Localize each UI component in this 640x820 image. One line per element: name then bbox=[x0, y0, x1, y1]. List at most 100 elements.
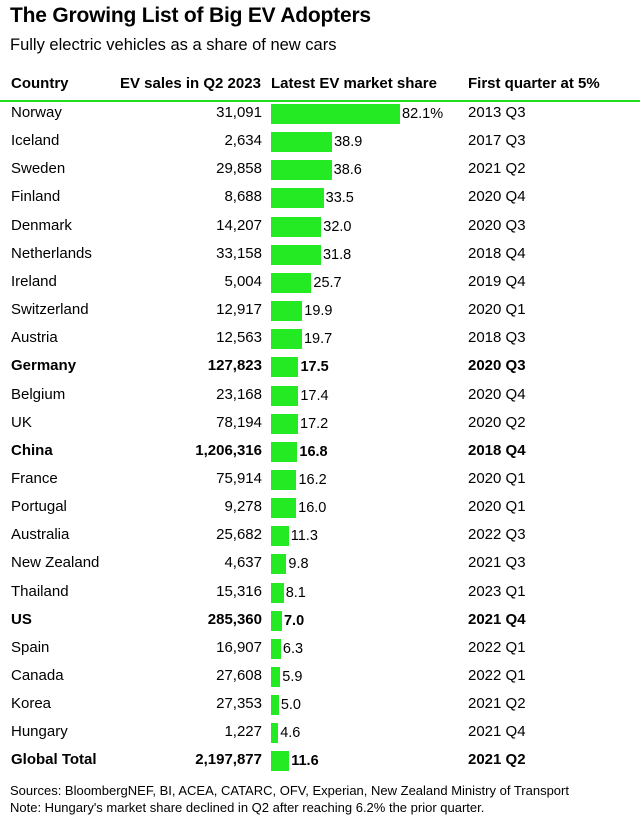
ev-sales: 29,858 bbox=[216, 160, 262, 178]
ev-sales: 12,917 bbox=[216, 301, 262, 319]
header-share: Latest EV market share bbox=[271, 75, 437, 92]
chart-title: The Growing List of Big EV Adopters bbox=[10, 4, 371, 27]
first-quarter-at-5pct: 2023 Q1 bbox=[468, 582, 526, 600]
share-bar bbox=[271, 188, 324, 209]
ev-sales: 16,907 bbox=[216, 638, 262, 656]
country-name: Finland bbox=[11, 188, 61, 206]
table-row: Austria 12,563 19.7 2018 Q3 bbox=[0, 325, 640, 353]
ev-sales: 12,563 bbox=[216, 329, 262, 347]
table-row: Denmark 14,207 32.0 2020 Q3 bbox=[0, 213, 640, 241]
ev-sales: 1,227 bbox=[224, 723, 262, 741]
country-name: Austria bbox=[11, 329, 58, 347]
ev-sales: 27,353 bbox=[216, 695, 262, 713]
country-name: France bbox=[11, 469, 58, 487]
ev-sales: 9,278 bbox=[224, 498, 262, 516]
table-row: Switzerland 12,917 19.9 2020 Q1 bbox=[0, 297, 640, 325]
ev-sales: 33,158 bbox=[216, 244, 262, 262]
header-country: Country bbox=[11, 75, 69, 92]
first-quarter-at-5pct: 2020 Q3 bbox=[468, 357, 526, 375]
table-row: Sweden 29,858 38.6 2021 Q2 bbox=[0, 156, 640, 184]
first-quarter-at-5pct: 2018 Q4 bbox=[468, 441, 526, 459]
first-quarter-at-5pct: 2021 Q2 bbox=[468, 751, 526, 769]
share-bar bbox=[271, 244, 321, 265]
country-name: Switzerland bbox=[11, 301, 89, 319]
share-bar bbox=[271, 526, 289, 547]
first-quarter-at-5pct: 2018 Q3 bbox=[468, 329, 526, 347]
first-quarter-at-5pct: 2020 Q3 bbox=[468, 216, 526, 234]
share-bar bbox=[271, 582, 284, 603]
share-label: 38.9 bbox=[334, 134, 363, 151]
country-name: Spain bbox=[11, 638, 50, 656]
first-quarter-at-5pct: 2021 Q3 bbox=[468, 554, 526, 572]
ev-sales: 15,316 bbox=[216, 582, 262, 600]
share-bar bbox=[271, 667, 281, 687]
share-label: 7.0 bbox=[283, 612, 305, 629]
share-label: 8.1 bbox=[285, 584, 306, 601]
share-bar bbox=[271, 554, 287, 575]
first-quarter-at-5pct: 2019 Q4 bbox=[468, 272, 526, 290]
country-name: Ireland bbox=[11, 272, 57, 290]
share-bar bbox=[271, 723, 279, 744]
table-row: US 285,360 7.0 2021 Q4 bbox=[0, 607, 640, 635]
first-quarter-at-5pct: 2022 Q1 bbox=[468, 667, 526, 684]
share-bar bbox=[271, 301, 303, 322]
first-quarter-at-5pct: 2020 Q4 bbox=[468, 385, 526, 403]
table-row: UK 78,194 17.2 2020 Q2 bbox=[0, 410, 640, 438]
ev-sales: 2,197,877 bbox=[195, 751, 262, 769]
header-sales: EV sales in Q2 2023 bbox=[120, 75, 261, 92]
table-row: Belgium 23,168 17.4 2020 Q4 bbox=[0, 382, 640, 410]
share-bar bbox=[271, 610, 282, 631]
country-name: Hungary bbox=[11, 723, 68, 741]
country-name: UK bbox=[11, 413, 32, 431]
country-name: Netherlands bbox=[11, 244, 92, 262]
first-quarter-at-5pct: 2021 Q4 bbox=[468, 723, 526, 741]
share-bar bbox=[271, 357, 299, 378]
country-name: Thailand bbox=[11, 582, 69, 600]
country-name: Korea bbox=[11, 695, 52, 713]
share-bar bbox=[271, 385, 299, 406]
table-row: Iceland 2,634 38.9 2017 Q3 bbox=[0, 128, 640, 156]
table-row: Thailand 15,316 8.1 2023 Q1 bbox=[0, 579, 640, 607]
share-label: 19.9 bbox=[304, 303, 333, 320]
ev-sales: 78,194 bbox=[216, 413, 262, 431]
first-quarter-at-5pct: 2018 Q4 bbox=[468, 244, 526, 262]
share-label: 4.6 bbox=[280, 725, 301, 742]
ev-sales: 8,688 bbox=[224, 188, 262, 206]
table-row: Global Total 2,197,877 11.6 2021 Q2 bbox=[0, 747, 640, 775]
country-name: Australia bbox=[11, 526, 70, 544]
ev-sales: 127,823 bbox=[207, 357, 262, 375]
ev-sales: 31,091 bbox=[216, 104, 262, 121]
table-row: China 1,206,316 16.8 2018 Q4 bbox=[0, 438, 640, 466]
table-row: Spain 16,907 6.3 2022 Q1 bbox=[0, 635, 640, 663]
table-row: Australia 25,682 11.3 2022 Q3 bbox=[0, 522, 640, 550]
footer: Sources: BloombergNEF, BI, ACEA, CATARC,… bbox=[10, 782, 569, 816]
share-label: 38.6 bbox=[333, 162, 362, 179]
share-bar bbox=[271, 695, 279, 716]
share-bar bbox=[271, 272, 312, 293]
table-row: Netherlands 33,158 31.8 2018 Q4 bbox=[0, 241, 640, 269]
table-row: Germany 127,823 17.5 2020 Q3 bbox=[0, 353, 640, 381]
share-label: 16.0 bbox=[298, 500, 327, 517]
share-label: 32.0 bbox=[323, 218, 352, 235]
table-row: Finland 8,688 33.5 2020 Q4 bbox=[0, 184, 640, 212]
ev-sales: 285,360 bbox=[207, 610, 262, 628]
share-bar bbox=[271, 132, 333, 153]
share-label: 16.8 bbox=[299, 443, 328, 460]
country-name: Germany bbox=[11, 357, 77, 375]
share-bar bbox=[271, 413, 299, 434]
table-row: Ireland 5,004 25.7 2019 Q4 bbox=[0, 269, 640, 297]
chart-subtitle: Fully electric vehicles as a share of ne… bbox=[10, 36, 337, 54]
first-quarter-at-5pct: 2021 Q2 bbox=[468, 695, 526, 713]
country-name: Iceland bbox=[11, 132, 60, 150]
sources-note: Sources: BloombergNEF, BI, ACEA, CATARC,… bbox=[10, 783, 569, 798]
first-quarter-at-5pct: 2013 Q3 bbox=[468, 104, 526, 121]
footnote: Note: Hungary's market share declined in… bbox=[10, 800, 485, 815]
share-label: 19.7 bbox=[303, 331, 333, 348]
country-name: Sweden bbox=[11, 160, 66, 178]
ev-sales: 5,004 bbox=[224, 272, 262, 290]
share-bar bbox=[271, 498, 297, 519]
first-quarter-at-5pct: 2020 Q1 bbox=[468, 469, 526, 487]
country-name: Canada bbox=[11, 667, 64, 684]
first-quarter-at-5pct: 2021 Q4 bbox=[468, 610, 526, 628]
first-quarter-at-5pct: 2020 Q1 bbox=[468, 498, 526, 516]
